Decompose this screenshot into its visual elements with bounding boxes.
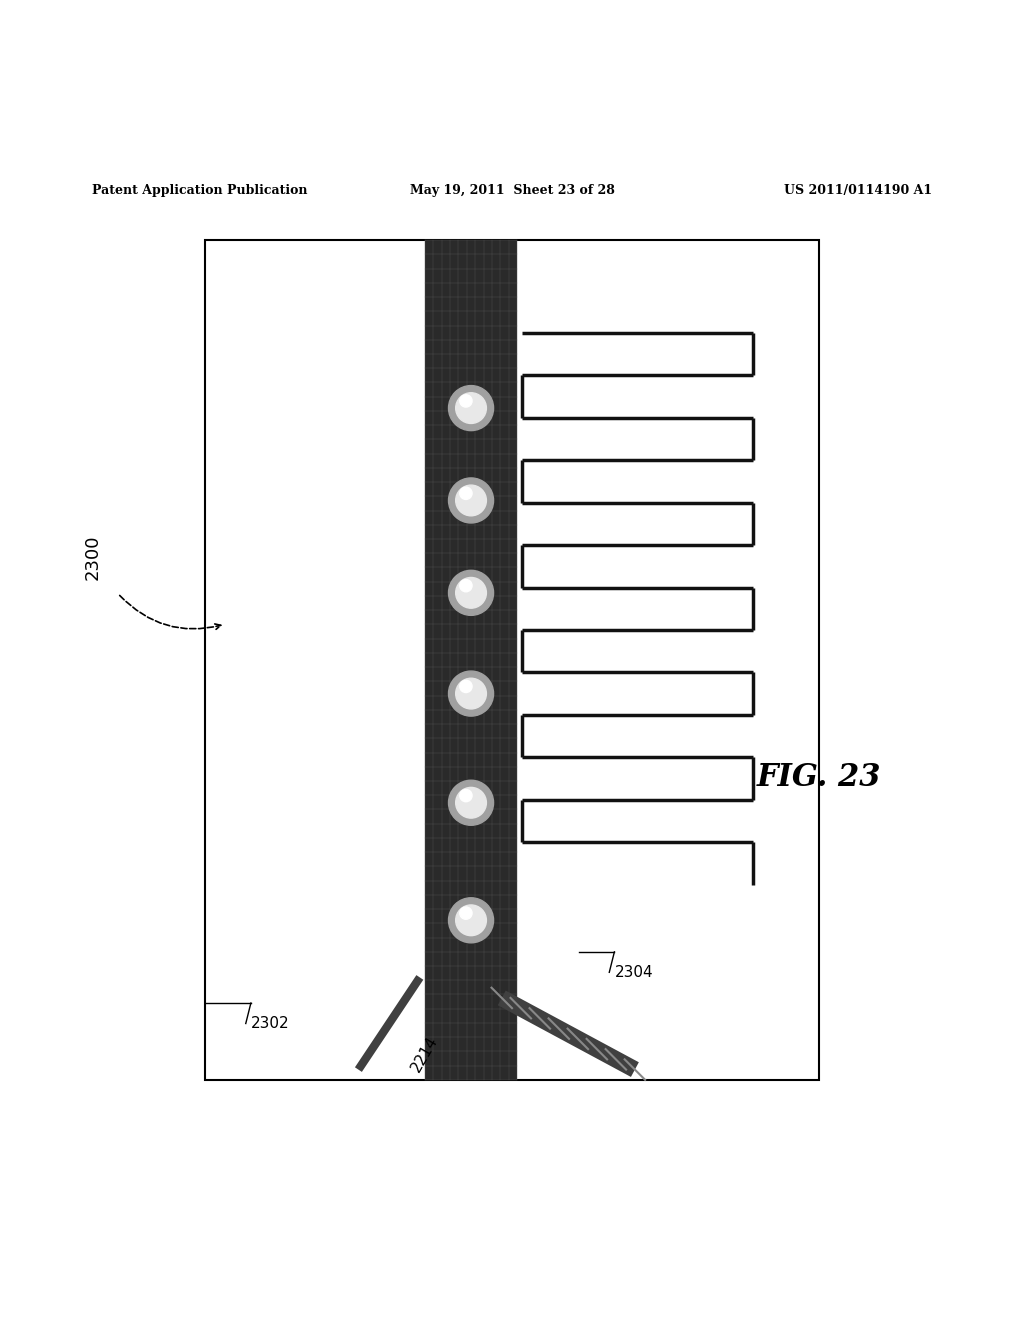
Text: 2300: 2300 <box>83 535 101 581</box>
Text: 2214: 2214 <box>409 1034 441 1074</box>
Circle shape <box>456 678 486 709</box>
Bar <box>522 715 753 758</box>
Circle shape <box>460 789 472 801</box>
Bar <box>522 884 753 928</box>
Bar <box>522 375 753 417</box>
Circle shape <box>456 788 486 818</box>
Circle shape <box>449 385 494 430</box>
Bar <box>522 459 753 503</box>
Circle shape <box>456 393 486 424</box>
Circle shape <box>460 680 472 693</box>
Text: Patent Application Publication: Patent Application Publication <box>92 183 307 197</box>
Circle shape <box>449 898 494 942</box>
Bar <box>425 240 517 1080</box>
Circle shape <box>449 570 494 615</box>
Bar <box>522 800 753 842</box>
Circle shape <box>456 486 486 516</box>
Circle shape <box>460 579 472 591</box>
Bar <box>522 630 753 672</box>
Text: US 2011/0114190 A1: US 2011/0114190 A1 <box>783 183 932 197</box>
Text: FIG. 23: FIG. 23 <box>757 762 882 793</box>
Bar <box>205 240 819 1080</box>
Circle shape <box>460 487 472 499</box>
Circle shape <box>460 395 472 407</box>
Circle shape <box>460 907 472 919</box>
Text: May 19, 2011  Sheet 23 of 28: May 19, 2011 Sheet 23 of 28 <box>410 183 614 197</box>
Bar <box>522 545 753 587</box>
Circle shape <box>449 478 494 523</box>
Text: 2302: 2302 <box>251 1016 290 1031</box>
Circle shape <box>456 577 486 609</box>
Circle shape <box>449 671 494 717</box>
Circle shape <box>456 906 486 936</box>
Circle shape <box>449 780 494 825</box>
Text: 2304: 2304 <box>614 965 653 979</box>
